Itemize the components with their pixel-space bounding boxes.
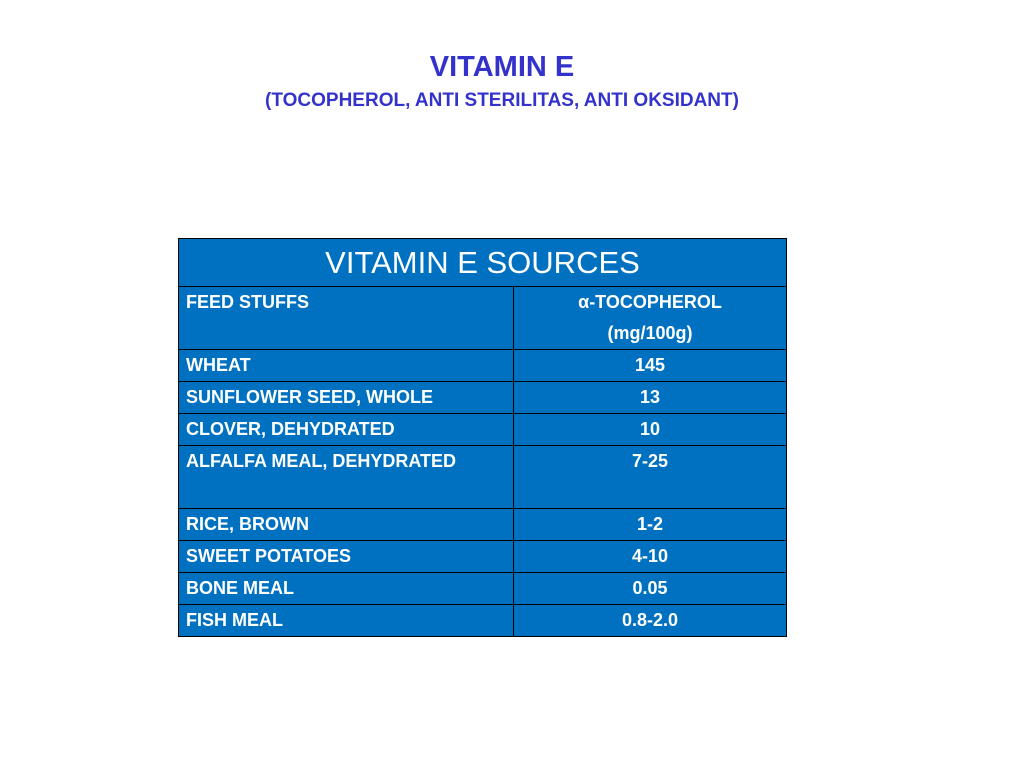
feed-cell: SUNFLOWER SEED, WHOLE	[178, 381, 514, 414]
table-row: ALFALFA MEAL, DEHYDRATED 7-25	[178, 445, 787, 509]
table-caption-row: VITAMIN E SOURCES	[178, 238, 787, 287]
slide-title: VITAMIN E	[429, 51, 575, 83]
value-cell: 145	[513, 349, 787, 382]
feed-cell: RICE, BROWN	[178, 508, 514, 541]
table-row: WHEAT 145	[178, 349, 787, 382]
value-cell: 10	[513, 413, 787, 446]
table-header-row: FEED STUFFS α-TOCOPHEROL (mg/100g)	[178, 286, 787, 350]
feed-cell: BONE MEAL	[178, 572, 514, 605]
header-feed-stuffs: FEED STUFFS	[178, 286, 514, 350]
header-tocopherol-line1: α-TOCOPHEROL	[578, 292, 722, 312]
table-row: SWEET POTATOES 4-10	[178, 540, 787, 573]
value-cell: 0.8-2.0	[513, 604, 787, 637]
value-cell: 4-10	[513, 540, 787, 573]
table-row: RICE, BROWN 1-2	[178, 508, 787, 541]
table-caption: VITAMIN E SOURCES	[178, 238, 787, 287]
table-row: CLOVER, DEHYDRATED 10	[178, 413, 787, 446]
table-row: SUNFLOWER SEED, WHOLE 13	[178, 381, 787, 414]
value-cell: 13	[513, 381, 787, 414]
feed-cell: FISH MEAL	[178, 604, 514, 637]
feed-cell: WHEAT	[178, 349, 514, 382]
value-cell: 0.05	[513, 572, 787, 605]
feed-cell: ALFALFA MEAL, DEHYDRATED	[178, 445, 514, 509]
vitamin-e-sources-table: VITAMIN E SOURCES FEED STUFFS α-TOCOPHER…	[178, 238, 787, 637]
slide-subtitle: (TOCOPHEROL, ANTI STERILITAS, ANTI OKSID…	[265, 90, 739, 111]
header-tocopherol-unit: (mg/100g)	[607, 323, 693, 343]
feed-cell: CLOVER, DEHYDRATED	[178, 413, 514, 446]
value-cell: 1-2	[513, 508, 787, 541]
table-row: FISH MEAL 0.8-2.0	[178, 604, 787, 637]
table-row: BONE MEAL 0.05	[178, 572, 787, 605]
header-tocopherol: α-TOCOPHEROL (mg/100g)	[513, 286, 787, 350]
value-cell: 7-25	[513, 445, 787, 509]
feed-cell: SWEET POTATOES	[178, 540, 514, 573]
